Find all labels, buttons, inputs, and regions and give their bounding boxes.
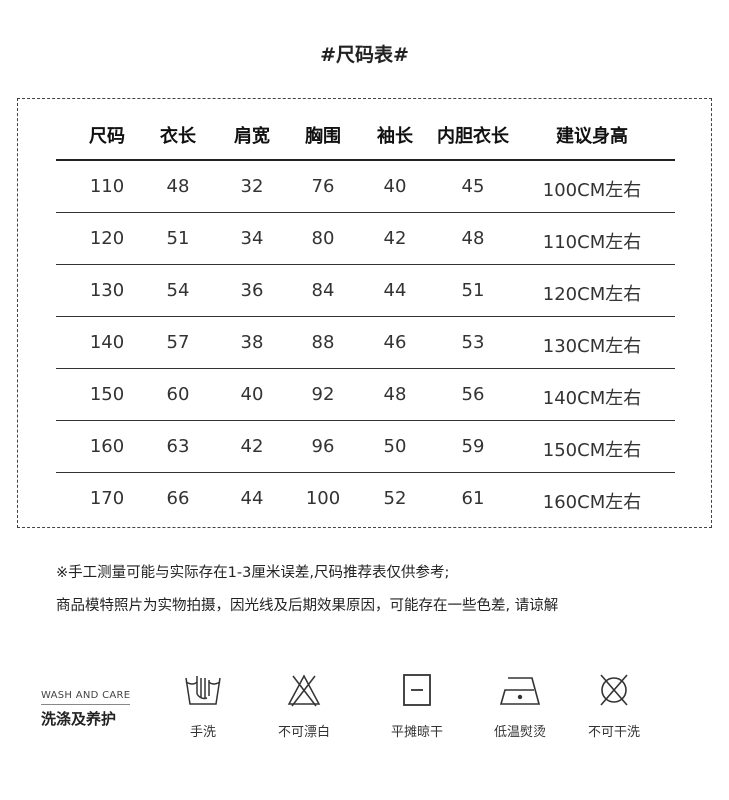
cell-height: 160CM左右	[542, 492, 642, 513]
cell-height: 120CM左右	[542, 284, 642, 305]
cell-lining-length: 61	[461, 488, 485, 509]
cell-sleeve: 52	[383, 488, 407, 509]
header-sleeve: 袖长	[377, 126, 413, 147]
no-bleach-icon	[287, 674, 321, 707]
row-divider	[56, 264, 675, 265]
note-color: 商品模特照片为实物拍摄，因光线及后期效果原因，可能存在一些色差, 请谅解	[56, 598, 559, 614]
cell-height: 100CM左右	[542, 180, 642, 201]
cell-length: 48	[166, 176, 190, 197]
cell-length: 66	[166, 488, 190, 509]
cell-chest: 76	[311, 176, 335, 197]
header-lining-length: 内胆衣长	[437, 126, 509, 147]
cell-lining-length: 56	[461, 384, 485, 405]
cell-lining-length: 45	[461, 176, 485, 197]
cell-shoulder: 38	[240, 332, 264, 353]
care-label: 不可漂白	[277, 725, 331, 740]
cell-chest: 80	[311, 228, 335, 249]
note-measurement: ※手工测量可能与实际存在1-3厘米误差,尺码推荐表仅供参考;	[56, 565, 450, 581]
cell-size: 130	[89, 280, 125, 301]
care-label: 低温熨烫	[493, 725, 547, 740]
row-divider	[56, 472, 675, 473]
cell-length: 63	[166, 436, 190, 457]
cell-length: 60	[166, 384, 190, 405]
header-chest: 胸围	[305, 126, 341, 147]
row-divider	[56, 316, 675, 317]
cell-shoulder: 36	[240, 280, 264, 301]
header-size: 尺码	[89, 126, 125, 147]
cell-shoulder: 42	[240, 436, 264, 457]
cell-length: 51	[166, 228, 190, 249]
dry-flat-icon	[403, 674, 431, 706]
care-label: 手洗	[189, 725, 217, 740]
cell-shoulder: 32	[240, 176, 264, 197]
care-label: 平摊晾干	[390, 725, 444, 740]
cell-sleeve: 48	[383, 384, 407, 405]
row-divider	[56, 368, 675, 369]
hand-wash-icon	[185, 676, 221, 705]
cell-chest: 92	[311, 384, 335, 405]
cell-chest: 84	[311, 280, 335, 301]
cell-size: 170	[89, 488, 125, 509]
cell-shoulder: 34	[240, 228, 264, 249]
cell-length: 54	[166, 280, 190, 301]
cell-sleeve: 42	[383, 228, 407, 249]
header-height: 建议身高	[556, 126, 628, 147]
cell-height: 140CM左右	[542, 388, 642, 409]
cell-chest: 96	[311, 436, 335, 457]
care-title-en: WASH AND CARE	[41, 690, 131, 705]
header-divider	[56, 159, 675, 161]
cell-lining-length: 51	[461, 280, 485, 301]
page-title: #尺码表#	[320, 44, 409, 66]
cell-chest: 88	[311, 332, 335, 353]
cell-sleeve: 50	[383, 436, 407, 457]
cell-size: 110	[89, 176, 125, 197]
low-iron-icon	[499, 677, 541, 705]
cell-sleeve: 46	[383, 332, 407, 353]
header-length: 衣长	[160, 126, 196, 147]
cell-height: 110CM左右	[542, 232, 642, 253]
cell-lining-length: 59	[461, 436, 485, 457]
cell-shoulder: 44	[240, 488, 264, 509]
cell-size: 150	[89, 384, 125, 405]
header-shoulder: 肩宽	[234, 126, 270, 147]
cell-lining-length: 48	[461, 228, 485, 249]
cell-lining-length: 53	[461, 332, 485, 353]
care-label: 不可干洗	[587, 725, 641, 740]
row-divider	[56, 420, 675, 421]
care-title-zh: 洗涤及养护	[41, 710, 117, 728]
cell-shoulder: 40	[240, 384, 264, 405]
cell-chest: 100	[305, 488, 341, 509]
no-dry-clean-icon	[600, 674, 628, 706]
cell-height: 150CM左右	[542, 440, 642, 461]
cell-sleeve: 40	[383, 176, 407, 197]
cell-length: 57	[166, 332, 190, 353]
row-divider	[56, 212, 675, 213]
cell-size: 140	[89, 332, 125, 353]
cell-size: 160	[89, 436, 125, 457]
cell-height: 130CM左右	[542, 336, 642, 357]
cell-size: 120	[89, 228, 125, 249]
size-table-frame	[17, 98, 712, 528]
cell-sleeve: 44	[383, 280, 407, 301]
